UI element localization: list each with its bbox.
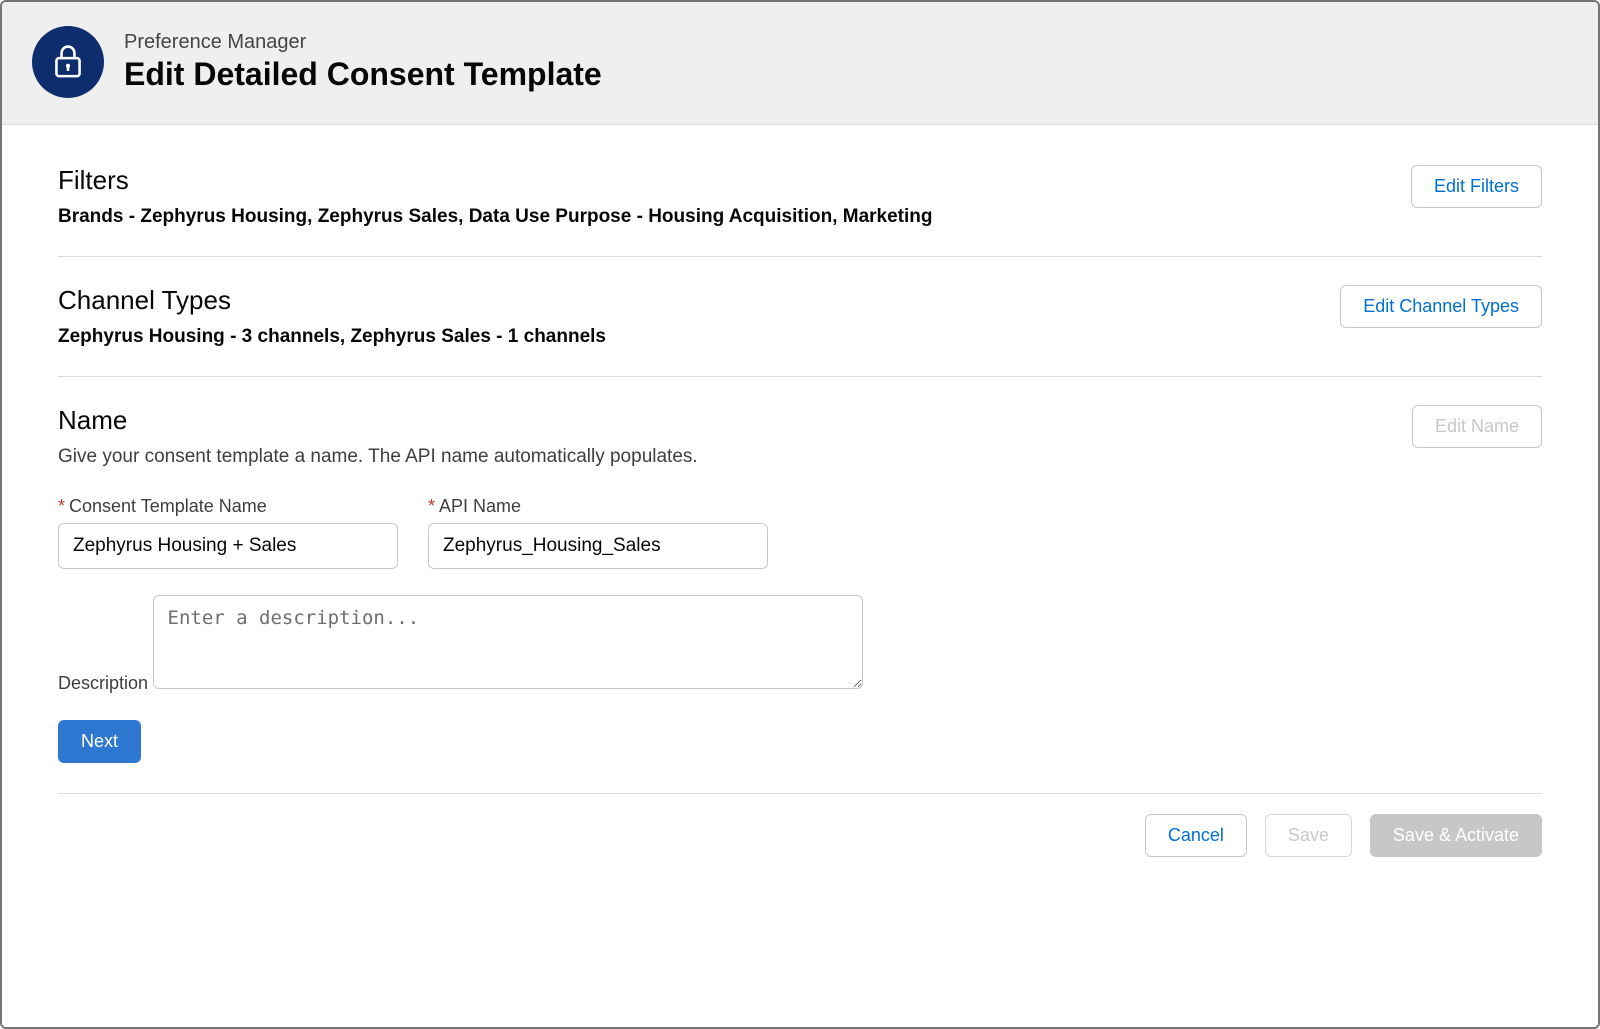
- page-frame: Preference Manager Edit Detailed Consent…: [0, 0, 1600, 1029]
- main-content: Filters Brands - Zephyrus Housing, Zephy…: [2, 125, 1598, 1027]
- description-input[interactable]: [153, 595, 863, 689]
- api-name-label-text: API Name: [439, 496, 521, 516]
- edit-filters-button[interactable]: Edit Filters: [1411, 165, 1542, 208]
- required-indicator: *: [428, 496, 435, 516]
- lock-icon: [32, 26, 104, 98]
- api-name-input[interactable]: [428, 523, 768, 569]
- api-name-field: *API Name: [428, 496, 768, 569]
- save-button: Save: [1265, 814, 1352, 857]
- filters-section: Filters Brands - Zephyrus Housing, Zephy…: [58, 165, 1542, 257]
- template-name-label-text: Consent Template Name: [69, 496, 267, 516]
- template-name-field: *Consent Template Name: [58, 496, 398, 569]
- footer-actions: Cancel Save Save & Activate: [58, 814, 1542, 865]
- description-label: Description: [58, 673, 148, 693]
- channel-types-title: Channel Types: [58, 285, 1320, 316]
- channel-types-summary: Zephyrus Housing - 3 channels, Zephyrus …: [58, 326, 1320, 348]
- next-button[interactable]: Next: [58, 720, 141, 763]
- filters-summary: Brands - Zephyrus Housing, Zephyrus Sale…: [58, 206, 1391, 228]
- breadcrumb: Preference Manager: [124, 31, 602, 54]
- template-name-input[interactable]: [58, 523, 398, 569]
- required-indicator: *: [58, 496, 65, 516]
- save-activate-button: Save & Activate: [1370, 814, 1542, 857]
- page-title: Edit Detailed Consent Template: [124, 56, 602, 93]
- filters-title: Filters: [58, 165, 1391, 196]
- page-header: Preference Manager Edit Detailed Consent…: [2, 2, 1598, 125]
- name-section: Name Give your consent template a name. …: [58, 405, 1542, 794]
- name-title: Name: [58, 405, 1392, 436]
- template-name-label: *Consent Template Name: [58, 496, 398, 517]
- edit-channel-types-button[interactable]: Edit Channel Types: [1340, 285, 1542, 328]
- edit-name-button: Edit Name: [1412, 405, 1542, 448]
- name-help-text: Give your consent template a name. The A…: [58, 446, 1392, 468]
- api-name-label: *API Name: [428, 496, 768, 517]
- channel-types-section: Channel Types Zephyrus Housing - 3 chann…: [58, 285, 1542, 377]
- cancel-button[interactable]: Cancel: [1145, 814, 1247, 857]
